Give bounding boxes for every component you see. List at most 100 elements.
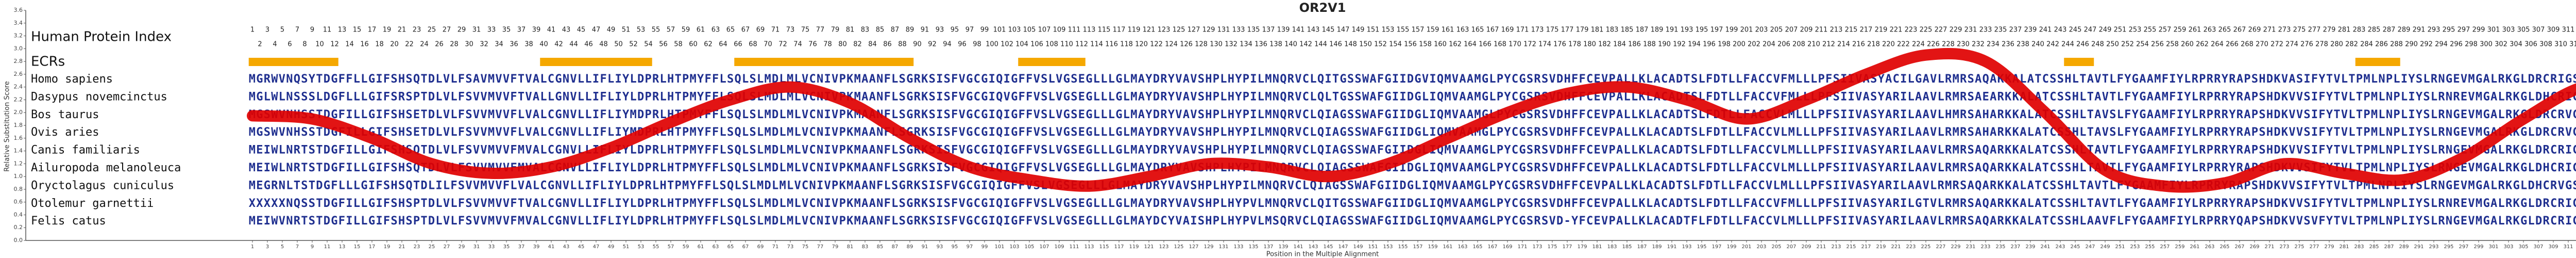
ecr-bar bbox=[2355, 58, 2400, 66]
chart-title: OR2V1 bbox=[1299, 1, 1346, 15]
index-number: 51 bbox=[622, 26, 631, 34]
x-tick-label: 149 bbox=[1353, 244, 1363, 250]
index-number: 126 bbox=[1180, 41, 1193, 49]
index-number: 79 bbox=[831, 26, 840, 34]
x-tick-label: 271 bbox=[2264, 244, 2274, 250]
index-number: 171 bbox=[1516, 26, 1529, 34]
x-tick-label: 279 bbox=[2324, 244, 2334, 250]
index-number: 192 bbox=[1673, 41, 1686, 49]
index-number: 309 bbox=[2547, 26, 2560, 34]
x-tick-label: 299 bbox=[2473, 244, 2483, 250]
index-number: 102 bbox=[1001, 41, 1013, 49]
sequence: MGSWVNHSSTDGFILLGIFSHSETDLVLFSVVMVVFLVAL… bbox=[249, 108, 2576, 121]
index-number: 252 bbox=[2121, 41, 2134, 49]
index-number: 120 bbox=[1135, 41, 1148, 49]
index-number: 144 bbox=[1314, 41, 1327, 49]
x-tick-label: 5 bbox=[281, 244, 284, 250]
x-tick-label: 183 bbox=[1607, 244, 1617, 250]
index-number: 266 bbox=[2226, 41, 2239, 49]
x-tick-label: 111 bbox=[1069, 244, 1079, 250]
index-number: 228 bbox=[1942, 41, 1955, 49]
index-number: 225 bbox=[1920, 26, 1933, 34]
index-number: 110 bbox=[1060, 41, 1073, 49]
index-number: 29 bbox=[457, 26, 466, 34]
x-tick-label: 135 bbox=[1248, 244, 1258, 250]
index-number: 231 bbox=[1964, 26, 1977, 34]
x-tick-label: 249 bbox=[2100, 244, 2110, 250]
x-tick-label: 67 bbox=[742, 244, 749, 250]
index-number: 209 bbox=[1800, 26, 1813, 34]
x-tick-label: 277 bbox=[2309, 244, 2319, 250]
y-tick-label: 2.6 bbox=[14, 71, 23, 77]
index-number: 221 bbox=[1890, 26, 1903, 34]
index-number: 244 bbox=[2061, 41, 2074, 49]
index-number: 172 bbox=[1523, 41, 1536, 49]
x-tick-label: 203 bbox=[1756, 244, 1766, 250]
index-number: 81 bbox=[846, 26, 855, 34]
index-number: 84 bbox=[868, 41, 877, 49]
x-tick-label: 247 bbox=[2085, 244, 2095, 250]
x-tick-label: 245 bbox=[2070, 244, 2080, 250]
index-number: 9 bbox=[310, 26, 314, 34]
index-number: 218 bbox=[1867, 41, 1880, 49]
index-number: 60 bbox=[689, 41, 698, 49]
x-tick-label: 311 bbox=[2563, 244, 2573, 250]
index-number: 274 bbox=[2285, 41, 2298, 49]
index-number: 10 bbox=[315, 41, 324, 49]
index-number: 238 bbox=[2016, 41, 2029, 49]
x-tick-label: 217 bbox=[1861, 244, 1871, 250]
sequence: MGSWVNHSSTDGFILLGIFSHSETDLVLFSVVMVVFLVAL… bbox=[249, 126, 2576, 139]
x-tick-label: 179 bbox=[1577, 244, 1587, 250]
x-tick-label: 305 bbox=[2518, 244, 2528, 250]
index-number: 57 bbox=[667, 26, 675, 34]
species-name: Otolemur garnettii bbox=[31, 197, 154, 210]
index-number: 135 bbox=[1247, 26, 1260, 34]
x-tick-label: 7 bbox=[296, 244, 299, 250]
ecr-bar bbox=[1018, 58, 1086, 66]
index-number: 86 bbox=[883, 41, 892, 49]
index-number: 3 bbox=[265, 26, 269, 34]
index-number: 204 bbox=[1762, 41, 1775, 49]
x-tick-label: 145 bbox=[1323, 244, 1333, 250]
index-number: 311 bbox=[2562, 26, 2575, 34]
x-tick-label: 123 bbox=[1159, 244, 1168, 250]
x-tick-label: 51 bbox=[623, 244, 630, 250]
index-number: 265 bbox=[2218, 26, 2231, 34]
index-number: 217 bbox=[1860, 26, 1873, 34]
index-number: 301 bbox=[2487, 26, 2500, 34]
index-number: 287 bbox=[2383, 26, 2396, 34]
index-number: 273 bbox=[2278, 26, 2291, 34]
index-number: 215 bbox=[1845, 26, 1858, 34]
x-tick-label: 209 bbox=[1801, 244, 1811, 250]
x-tick-label: 105 bbox=[1024, 244, 1034, 250]
index-number: 160 bbox=[1434, 41, 1447, 49]
index-number: 96 bbox=[958, 41, 967, 49]
y-tick-label: 2.0 bbox=[14, 109, 23, 116]
species-name: Ailuropoda melanoleuca bbox=[31, 162, 181, 174]
x-tick-label: 191 bbox=[1667, 244, 1676, 250]
index-number: 213 bbox=[1830, 26, 1843, 34]
index-number: 131 bbox=[1217, 26, 1230, 34]
x-tick-label: 297 bbox=[2459, 244, 2468, 250]
x-tick-label: 119 bbox=[1129, 244, 1139, 250]
index-number: 13 bbox=[338, 26, 347, 34]
index-number: 174 bbox=[1538, 41, 1551, 49]
index-number: 108 bbox=[1045, 41, 1058, 49]
x-tick-label: 225 bbox=[1921, 244, 1930, 250]
x-tick-label: 169 bbox=[1502, 244, 1512, 250]
index-number: 6 bbox=[287, 41, 292, 49]
sequence: MEIWLNRTSTDGFILLGIFSHSQTDLVLFSVVMVVFMVAL… bbox=[249, 162, 2576, 174]
x-tick-label: 263 bbox=[2205, 244, 2214, 250]
index-number: 294 bbox=[2435, 41, 2448, 49]
x-tick-label: 155 bbox=[1398, 244, 1408, 250]
x-tick-label: 79 bbox=[832, 244, 839, 250]
index-number: 42 bbox=[554, 41, 563, 49]
x-tick-label: 9 bbox=[311, 244, 314, 250]
x-tick-label: 283 bbox=[2354, 244, 2364, 250]
index-number: 276 bbox=[2300, 41, 2313, 49]
x-tick-label: 255 bbox=[2145, 244, 2155, 250]
index-number: 147 bbox=[1337, 26, 1350, 34]
index-number: 5 bbox=[280, 26, 284, 34]
index-number: 289 bbox=[2398, 26, 2411, 34]
index-number: 70 bbox=[764, 41, 772, 49]
